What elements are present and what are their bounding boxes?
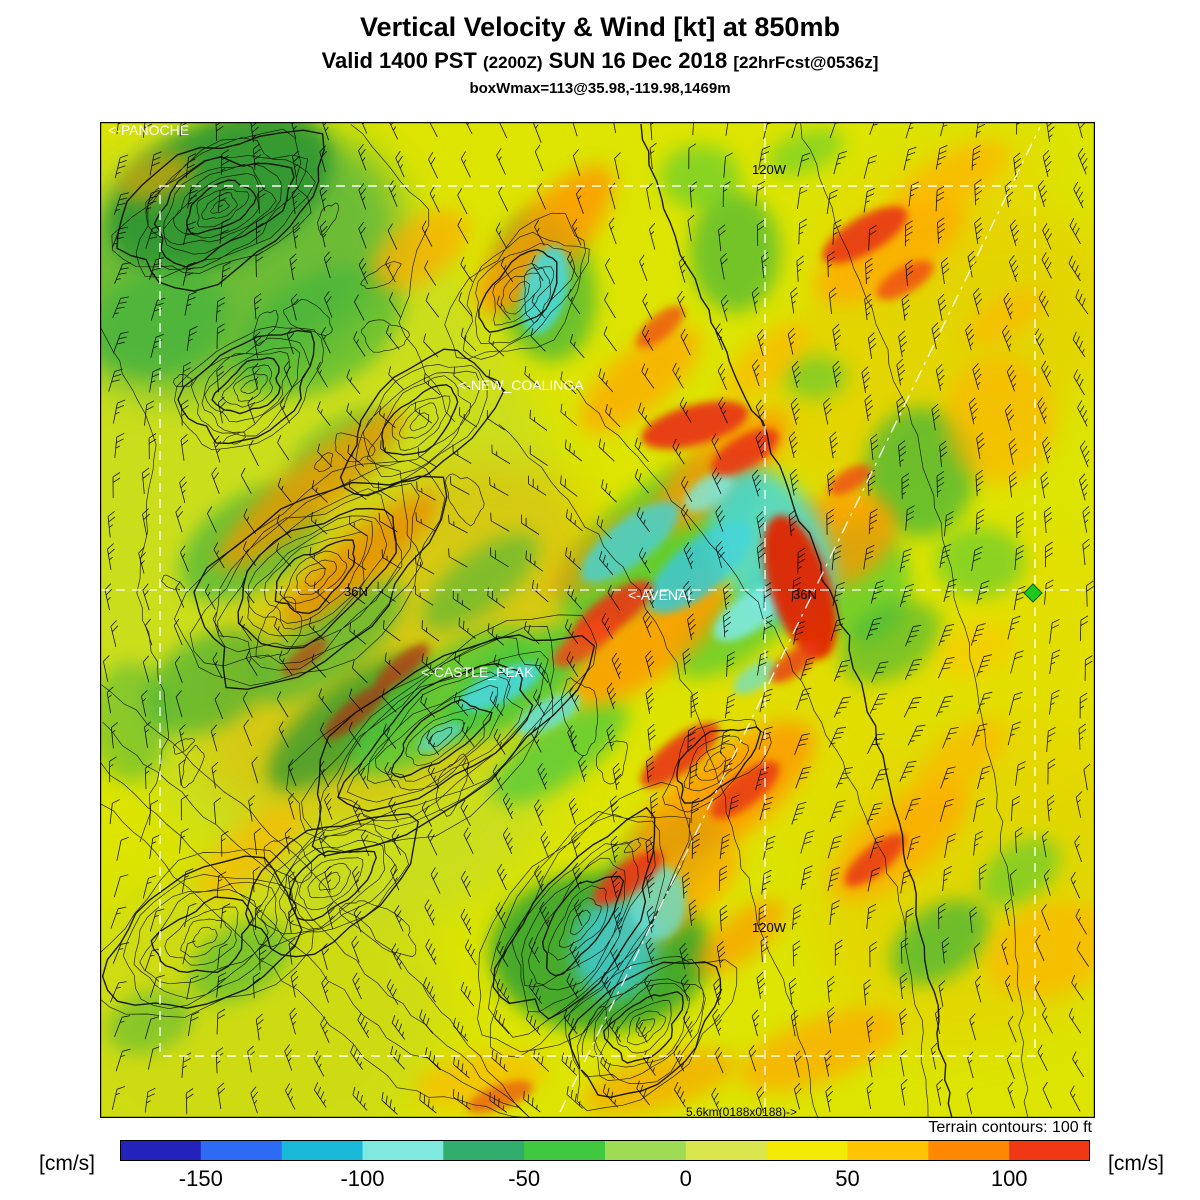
colorbar-cell bbox=[766, 1140, 849, 1161]
colorbar-tick-label: 50 bbox=[835, 1166, 859, 1191]
grid-label-parallel-left: 36N bbox=[344, 584, 368, 599]
plot-title: Vertical Velocity & Wind [kt] at 850mb bbox=[360, 12, 840, 42]
colorbar: -150 -100 -50 0 50 100 bbox=[120, 1140, 1090, 1191]
marker-diamond bbox=[1023, 583, 1043, 603]
wind-barbs bbox=[103, 122, 1094, 1115]
colorbar-cell bbox=[524, 1140, 606, 1161]
terrain-contours-note: Terrain contours: 100 ft bbox=[928, 1119, 1092, 1136]
colorbar-cell bbox=[1009, 1140, 1090, 1161]
colorbar-cell bbox=[928, 1140, 1010, 1161]
colorbar-tick-label: 100 bbox=[991, 1166, 1028, 1191]
place-label-new-coalinga: <-NEW_COALINGA bbox=[458, 377, 584, 393]
colorbar-tick-label: -150 bbox=[179, 1166, 223, 1191]
domain-box bbox=[159, 185, 1036, 1057]
colorbar-units-right: [cm/s] bbox=[1108, 1152, 1164, 1175]
grid-label-meridian-top: 120W bbox=[752, 162, 787, 177]
valid-time: Valid 1400 PST bbox=[321, 48, 477, 73]
colorbar-cell bbox=[200, 1140, 283, 1161]
colorbar-cell bbox=[847, 1140, 929, 1161]
map-canvas: 120W 120W 36N 36N <-PANOCHE <-NEW_COALINGA <-A… bbox=[100, 122, 1095, 1118]
boxwmax-annotation: boxWmax=113@35.98,-119.98,1469m bbox=[469, 80, 731, 97]
plot-valid-line: Valid 1400 PST (2200Z) SUN 16 Dec 2018 [… bbox=[0, 48, 1200, 74]
valid-date: SUN 16 Dec 2018 bbox=[548, 48, 728, 73]
map-area: 120W 120W 36N 36N <-PANOCHE <-NEW_COALINGA <-A… bbox=[100, 122, 1095, 1118]
colorbar-cell bbox=[362, 1140, 444, 1161]
grid-label-meridian-bottom: 120W bbox=[752, 920, 787, 935]
colorbar-units-left: [cm/s] bbox=[39, 1152, 95, 1175]
map-border bbox=[100, 122, 1095, 1118]
place-label-avenal: <-AVENAL bbox=[628, 587, 695, 603]
grid-stamp: 5.6km(0188x0188)-> bbox=[686, 1105, 797, 1118]
grid-label-parallel-right: 36N bbox=[793, 587, 817, 602]
colorbar-cell bbox=[605, 1140, 687, 1161]
colorbar-tick-label: -100 bbox=[340, 1166, 384, 1191]
colorbar-tick-label: 0 bbox=[680, 1166, 692, 1191]
place-label-castle-peak: <-CASTLE_PEAK bbox=[421, 664, 534, 680]
colorbar-cell bbox=[281, 1140, 364, 1161]
colorbar-cell bbox=[685, 1140, 768, 1161]
graticule bbox=[100, 122, 1095, 1118]
forecast-tag: [22hrFcst@0536z] bbox=[733, 53, 879, 72]
colorbar-cell bbox=[120, 1140, 202, 1161]
colorbar-cell bbox=[443, 1140, 525, 1161]
place-label-panoche: <-PANOCHE bbox=[108, 122, 189, 138]
valid-zulu: (2200Z) bbox=[483, 53, 543, 72]
colorbar-tick-label: -50 bbox=[508, 1166, 540, 1191]
terrain-contours-thick bbox=[101, 123, 953, 1118]
colorbar-border bbox=[120, 1140, 1090, 1161]
velocity-field bbox=[100, 122, 1095, 1118]
